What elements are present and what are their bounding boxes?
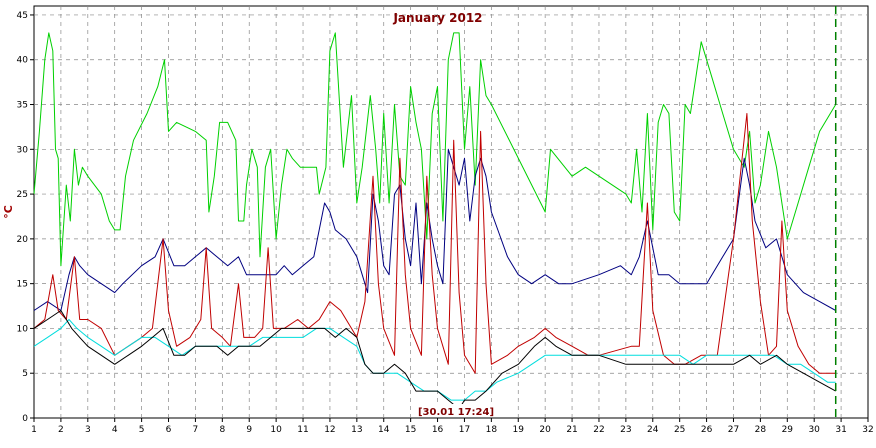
x-tick-label: 1 bbox=[31, 425, 37, 435]
y-tick-label: 15 bbox=[17, 280, 28, 290]
x-tick-label: 29 bbox=[782, 425, 794, 435]
series-line-black bbox=[33, 310, 836, 410]
y-tick-label: 5 bbox=[22, 369, 28, 379]
series-lines bbox=[33, 32, 837, 410]
x-tick-label: 15 bbox=[405, 425, 416, 435]
x-tick-label: 26 bbox=[701, 425, 713, 435]
y-tick-label: 10 bbox=[17, 324, 29, 334]
chart-title: January 2012 bbox=[392, 11, 482, 25]
plot-frame bbox=[33, 5, 869, 419]
x-tick-label: 27 bbox=[728, 425, 739, 435]
x-tick-label: 17 bbox=[459, 425, 470, 435]
x-tick-label: 7 bbox=[193, 425, 199, 435]
x-tick-label: 2 bbox=[58, 425, 64, 435]
x-tick-label: 30 bbox=[808, 425, 820, 435]
cursor-readout-background bbox=[420, 404, 492, 417]
x-tick-label: 6 bbox=[166, 425, 172, 435]
x-tick-label: 24 bbox=[647, 425, 659, 435]
x-tick-label: 28 bbox=[755, 425, 767, 435]
x-tick-label: 19 bbox=[513, 425, 525, 435]
x-tick-label: 13 bbox=[351, 425, 362, 435]
y-tick-label: 45 bbox=[17, 11, 28, 21]
y-tick-label: 0 bbox=[22, 414, 28, 424]
x-tick-label: 5 bbox=[139, 425, 145, 435]
x-tick-label: 9 bbox=[246, 425, 252, 435]
x-tick-label: 14 bbox=[378, 425, 390, 435]
x-tick-label: 32 bbox=[862, 425, 873, 435]
y-tick-label: 30 bbox=[17, 145, 29, 155]
x-tick-label: 31 bbox=[835, 425, 846, 435]
x-tick-label: 4 bbox=[112, 425, 118, 435]
axes: 1 2 3 4 5 6 7 8 9 10 11 12 13 14 15 16 17 18 19 20 21 22 23 24 2… bbox=[17, 11, 874, 435]
x-tick-label: 16 bbox=[432, 425, 444, 435]
series-line-blue bbox=[33, 148, 836, 311]
y-axis-label: °C bbox=[2, 205, 15, 219]
x-tick-label: 25 bbox=[674, 425, 685, 435]
x-tick-label: 22 bbox=[593, 425, 604, 435]
x-tick-label: 21 bbox=[566, 425, 577, 435]
x-tick-label: 10 bbox=[270, 425, 282, 435]
y-tick-label: 35 bbox=[17, 101, 28, 111]
x-tick-label: 3 bbox=[85, 425, 91, 435]
y-tick-label: 20 bbox=[17, 235, 29, 245]
x-tick-label: 23 bbox=[620, 425, 631, 435]
x-tick-label: 18 bbox=[486, 425, 498, 435]
x-tick-label: 8 bbox=[219, 425, 225, 435]
x-tick-label: 11 bbox=[297, 425, 308, 435]
x-tick-label: 20 bbox=[539, 425, 551, 435]
series-line-green bbox=[33, 32, 837, 267]
y-tick-label: 25 bbox=[17, 190, 28, 200]
y-tick-label: 40 bbox=[17, 56, 29, 66]
cursor-readout: [30.01 17:24] bbox=[418, 407, 494, 418]
x-tick-label: 12 bbox=[324, 425, 335, 435]
